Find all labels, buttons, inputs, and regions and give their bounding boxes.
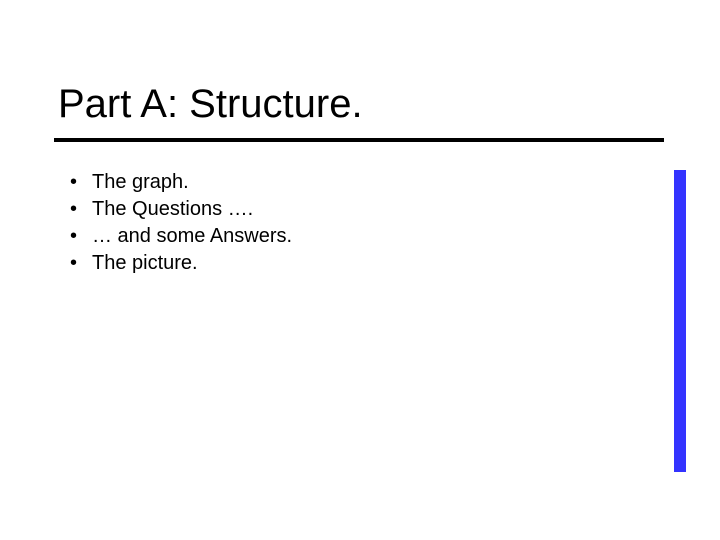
- bullet-icon: •: [70, 224, 92, 249]
- list-item: • The Questions ….: [70, 197, 630, 222]
- title-underline: [54, 138, 664, 142]
- list-item-text: The Questions ….: [92, 197, 253, 222]
- list-item: • … and some Answers.: [70, 224, 630, 249]
- list-item-text: The graph.: [92, 170, 189, 195]
- bullet-icon: •: [70, 197, 92, 222]
- list-item: • The graph.: [70, 170, 630, 195]
- slide-title: Part A: Structure.: [58, 82, 363, 127]
- bullet-icon: •: [70, 170, 92, 195]
- list-item-text: … and some Answers.: [92, 224, 292, 249]
- list-item-text: The picture.: [92, 251, 198, 276]
- bullet-list: • The graph. • The Questions …. • … and …: [70, 170, 630, 278]
- slide: Part A: Structure. • The graph. • The Qu…: [0, 0, 720, 540]
- accent-bar: [674, 170, 686, 472]
- bullet-icon: •: [70, 251, 92, 276]
- list-item: • The picture.: [70, 251, 630, 276]
